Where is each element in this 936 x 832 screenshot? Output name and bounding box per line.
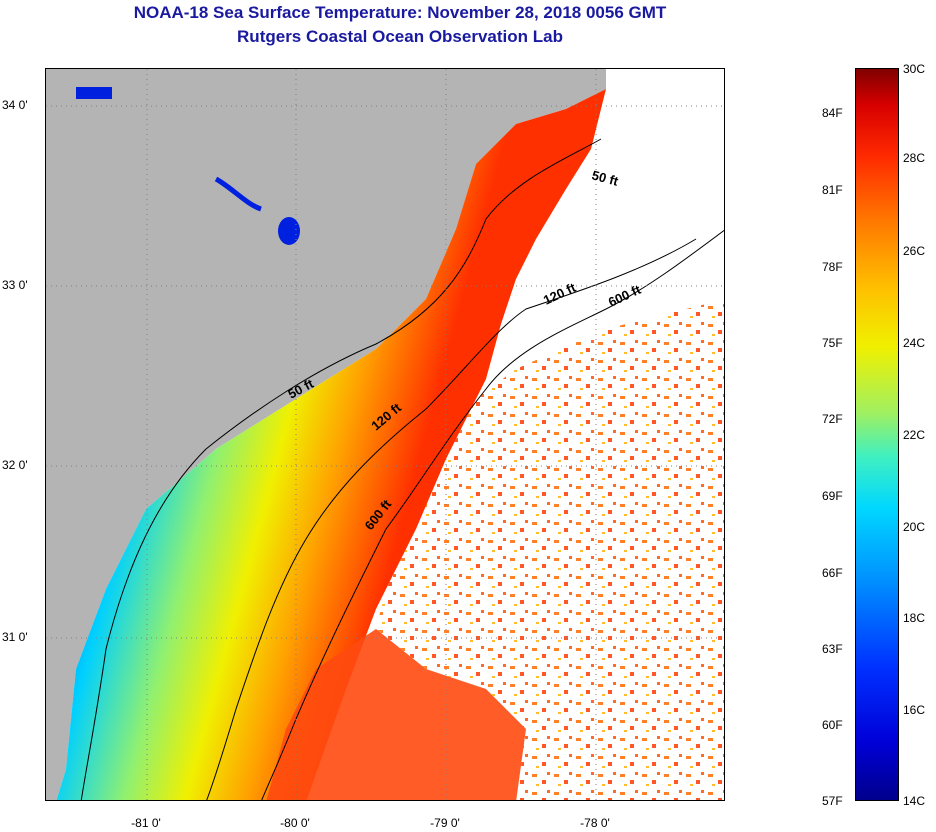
contour-120ft bbox=[206, 238, 697, 800]
colorbar-c-20: 20C bbox=[903, 520, 926, 534]
map-title: NOAA-18 Sea Surface Temperature: Novembe… bbox=[133, 3, 667, 22]
colorbar-c-30: 30C bbox=[903, 62, 926, 76]
colorbar-f-81: 81F bbox=[822, 183, 843, 197]
temperature-colorbar bbox=[855, 68, 899, 801]
colorbar-f-60: 60F bbox=[822, 718, 843, 732]
lat-label-34: 34 0' bbox=[2, 98, 28, 112]
lat-label-32: 32 0' bbox=[2, 458, 28, 472]
colorbar-c-16: 16C bbox=[903, 703, 926, 717]
warm-water-region bbox=[266, 629, 526, 800]
colorbar-c-18: 18C bbox=[903, 611, 926, 625]
sst-map: 50 ft 120 ft 600 ft 50 ft 120 ft 600 ft bbox=[45, 68, 725, 801]
contour-label-120ft-north: 120 ft bbox=[541, 279, 579, 307]
colorbar-c-24: 24C bbox=[903, 336, 926, 350]
inland-water-patch bbox=[76, 87, 112, 99]
sst-map-graphic: 50 ft 120 ft 600 ft 50 ft 120 ft 600 ft bbox=[46, 69, 724, 800]
contour-label-50ft-north: 50 ft bbox=[590, 167, 620, 189]
colorbar-c-22: 22C bbox=[903, 428, 926, 442]
land-area bbox=[46, 69, 606, 800]
lon-label-79: -79 0' bbox=[430, 816, 460, 830]
lat-label-31: 31 0' bbox=[2, 630, 28, 644]
colorbar-c-14: 14C bbox=[903, 794, 926, 808]
inland-lake bbox=[278, 217, 300, 245]
colorbar-c-28: 28C bbox=[903, 151, 926, 165]
colorbar-f-63: 63F bbox=[822, 642, 843, 656]
colorbar-f-78: 78F bbox=[822, 260, 843, 274]
colorbar-f-84: 84F bbox=[822, 106, 843, 120]
colorbar-f-72: 72F bbox=[822, 412, 843, 426]
lon-label-81: -81 0' bbox=[131, 816, 161, 830]
lon-label-78: -78 0' bbox=[580, 816, 610, 830]
graticule bbox=[46, 69, 724, 800]
lon-label-80: -80 0' bbox=[280, 816, 310, 830]
colorbar-c-26: 26C bbox=[903, 244, 926, 258]
contour-50ft bbox=[80, 138, 602, 800]
colorbar-f-69: 69F bbox=[822, 489, 843, 503]
offshore-speckle bbox=[376, 299, 724, 800]
colorbar-f-75: 75F bbox=[822, 336, 843, 350]
sea-temperature-field bbox=[56, 89, 606, 800]
lat-label-33: 33 0' bbox=[2, 278, 28, 292]
map-subtitle: Rutgers Coastal Ocean Observation Lab bbox=[237, 27, 563, 46]
inland-river bbox=[214, 176, 262, 212]
colorbar-f-66: 66F bbox=[822, 566, 843, 580]
contour-600ft bbox=[261, 229, 724, 800]
colorbar-f-57: 57F bbox=[822, 794, 843, 808]
